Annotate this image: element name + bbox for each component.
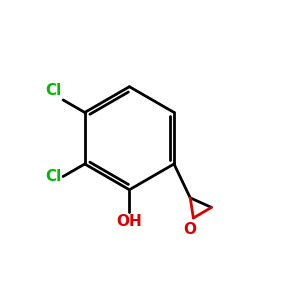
Text: Cl: Cl xyxy=(45,169,62,184)
Text: Cl: Cl xyxy=(45,82,62,98)
Text: O: O xyxy=(183,221,196,236)
Text: OH: OH xyxy=(116,214,142,229)
